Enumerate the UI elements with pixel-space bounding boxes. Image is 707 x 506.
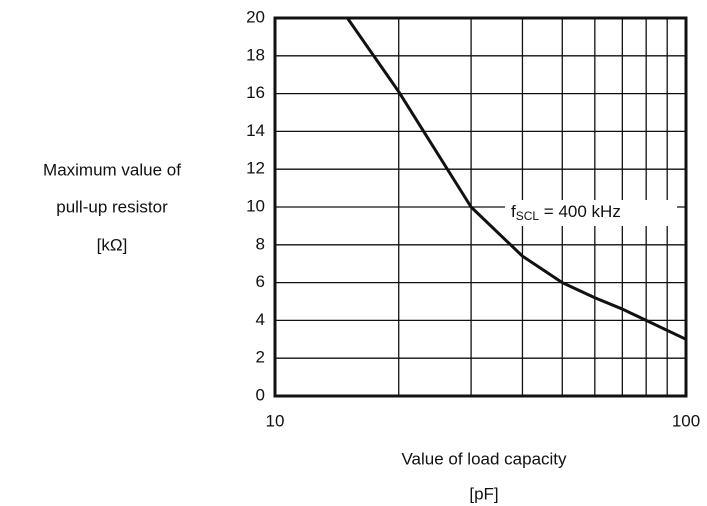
x-axis-label: Value of load capacity: [401, 449, 567, 468]
y-axis-label: Maximum value of: [43, 160, 181, 179]
annotation-text: f: [511, 202, 516, 221]
y-tick-label: 2: [256, 348, 265, 367]
y-tick-label: 0: [256, 385, 265, 404]
data-line: [346, 17, 687, 341]
y-tick-label: 14: [246, 121, 265, 140]
annotation-bg: [505, 200, 677, 226]
y-tick-label: 4: [256, 310, 265, 329]
x-tick-label: 10: [266, 411, 285, 430]
y-tick-label: 20: [246, 7, 265, 26]
y-axis-label: pull-up resistor: [56, 197, 168, 216]
y-tick-label: 18: [246, 45, 265, 64]
y-tick-label: 10: [246, 196, 265, 215]
plot-frame: [273, 16, 688, 398]
y-tick-label: 6: [256, 272, 265, 291]
y-axis-label: [kΩ]: [97, 235, 128, 254]
annotation-rest: = 400 kHz: [539, 202, 621, 221]
x-tick-label: 100: [672, 411, 700, 430]
annotation: fSCL = 400 kHz: [511, 202, 621, 223]
y-tick-label: 16: [246, 83, 265, 102]
y-tick-label: 12: [246, 159, 265, 178]
y-tick-label: 8: [256, 234, 265, 253]
annotation-sub: SCL: [516, 209, 540, 223]
x-axis-label: [pF]: [469, 484, 498, 503]
